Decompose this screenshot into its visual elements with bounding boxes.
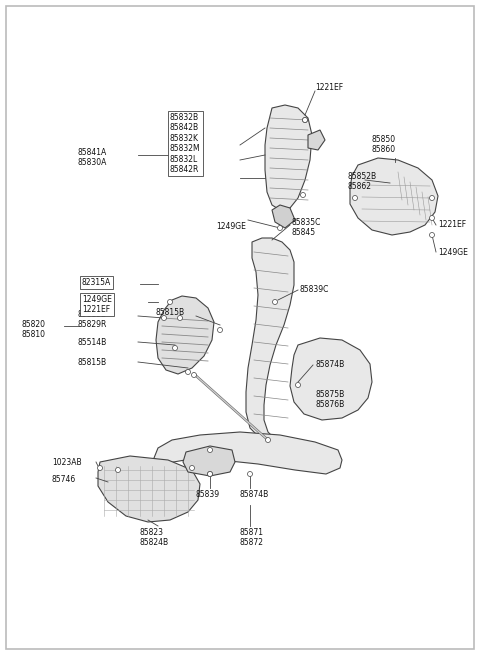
Circle shape: [352, 195, 358, 200]
Text: 85815B: 85815B: [155, 308, 184, 317]
Circle shape: [192, 373, 196, 377]
Text: 85850
85860: 85850 85860: [372, 135, 396, 155]
Circle shape: [296, 383, 300, 388]
Text: 1023AB: 1023AB: [52, 458, 82, 467]
Text: 85746: 85746: [52, 475, 76, 484]
Circle shape: [302, 117, 308, 122]
Circle shape: [161, 316, 167, 320]
Text: 1249GE: 1249GE: [216, 222, 246, 231]
Text: 85815B: 85815B: [78, 358, 107, 367]
Text: 85874B: 85874B: [315, 360, 344, 369]
Text: 85820
85810: 85820 85810: [22, 320, 46, 339]
Circle shape: [178, 316, 182, 320]
Text: 85839C: 85839C: [300, 285, 329, 294]
Polygon shape: [246, 238, 294, 440]
Polygon shape: [308, 130, 325, 150]
Circle shape: [273, 299, 277, 305]
Circle shape: [430, 233, 434, 238]
Circle shape: [185, 369, 191, 375]
Circle shape: [430, 195, 434, 200]
Text: 85841A
85830A: 85841A 85830A: [78, 148, 108, 168]
Circle shape: [172, 345, 178, 350]
Polygon shape: [156, 296, 214, 374]
Text: 82315A: 82315A: [82, 278, 111, 287]
Text: 85839: 85839: [196, 490, 220, 499]
Circle shape: [207, 472, 213, 476]
Text: 1249GE: 1249GE: [438, 248, 468, 257]
Polygon shape: [272, 205, 295, 228]
Circle shape: [168, 299, 172, 305]
Circle shape: [277, 225, 283, 231]
Polygon shape: [290, 338, 372, 420]
Polygon shape: [154, 432, 342, 474]
Circle shape: [207, 447, 213, 453]
Text: 85823
85824B: 85823 85824B: [140, 528, 169, 548]
Polygon shape: [183, 446, 235, 476]
Circle shape: [430, 215, 434, 221]
Text: 85832B
85842B
85832K
85832M
85832L
85842R: 85832B 85842B 85832K 85832M 85832L 85842…: [170, 113, 201, 174]
Circle shape: [302, 117, 308, 122]
Circle shape: [190, 466, 194, 470]
Text: 85871
85872: 85871 85872: [240, 528, 264, 548]
Text: 1221EF: 1221EF: [315, 83, 343, 92]
Polygon shape: [265, 105, 312, 210]
Circle shape: [217, 328, 223, 333]
Polygon shape: [350, 158, 438, 235]
Text: 85852B
85862: 85852B 85862: [348, 172, 377, 191]
Circle shape: [300, 193, 305, 198]
Text: 85514B: 85514B: [78, 338, 107, 347]
Text: 85819L
85829R: 85819L 85829R: [78, 310, 108, 329]
Text: 85874B: 85874B: [240, 490, 269, 499]
Polygon shape: [98, 456, 200, 522]
Circle shape: [116, 468, 120, 472]
Circle shape: [207, 472, 213, 476]
Circle shape: [248, 472, 252, 476]
Circle shape: [265, 438, 271, 443]
Circle shape: [97, 466, 103, 470]
Text: 85875B
85876B: 85875B 85876B: [315, 390, 344, 409]
Text: 1249GE
1221EF: 1249GE 1221EF: [82, 295, 112, 314]
Text: 1221EF: 1221EF: [438, 220, 466, 229]
Text: 85835C
85845: 85835C 85845: [292, 218, 322, 237]
